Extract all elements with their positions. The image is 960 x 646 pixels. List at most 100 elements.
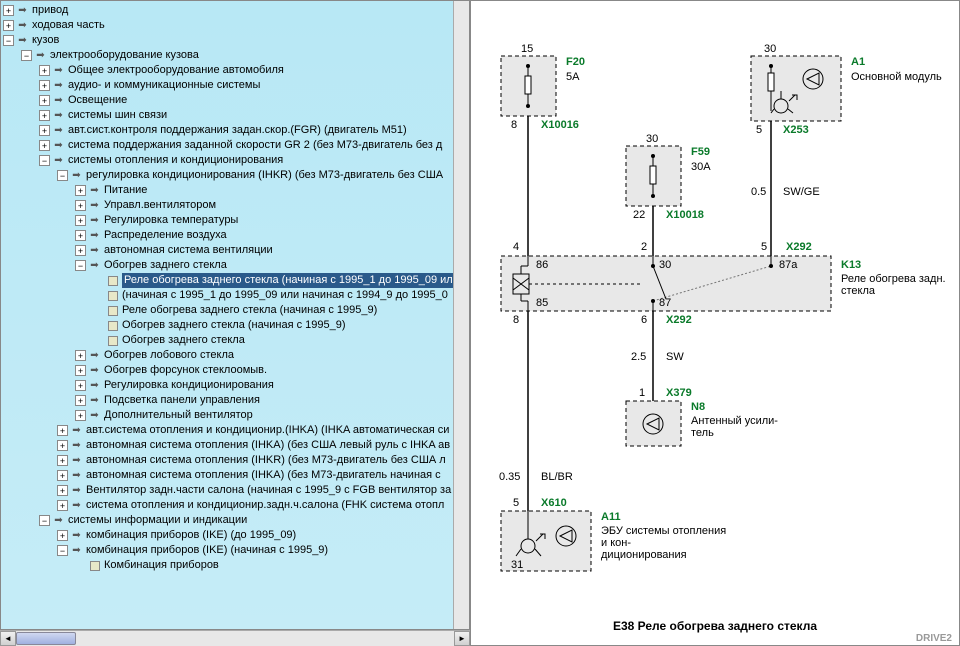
tree-item-label[interactable]: Обогрев заднего стекла (начиная с 1995_9…	[122, 318, 346, 333]
expand-icon[interactable]: +	[3, 5, 14, 16]
tree-item-label[interactable]: Распределение воздуха	[104, 228, 227, 243]
expand-icon[interactable]: +	[39, 95, 50, 106]
expand-icon[interactable]: +	[3, 20, 14, 31]
scroll-track[interactable]	[16, 631, 454, 646]
expand-icon[interactable]: +	[75, 380, 86, 391]
tree-item[interactable]: −➡Обогрев заднего стекла	[3, 258, 469, 273]
tree-scrollbar-h[interactable]: ◄ ►	[0, 630, 470, 646]
tree-item[interactable]: (начиная с 1995_1 до 1995_09 или начиная…	[3, 288, 469, 303]
scroll-right-button[interactable]: ►	[454, 631, 470, 646]
tree-item[interactable]: +➡автономная система вентиляции	[3, 243, 469, 258]
tree-item-label[interactable]: регулировка кондиционирования (IHKR) (бе…	[86, 168, 443, 183]
collapse-icon[interactable]: −	[39, 155, 50, 166]
tree-item[interactable]: +➡Питание	[3, 183, 469, 198]
tree-item[interactable]: −➡комбинация приборов (IKE) (начиная с 1…	[3, 543, 469, 558]
expand-icon[interactable]: +	[75, 230, 86, 241]
expand-icon[interactable]: +	[57, 425, 68, 436]
collapse-icon[interactable]: −	[75, 260, 86, 271]
tree-item[interactable]: −➡электрооборудование кузова	[3, 48, 469, 63]
tree-item[interactable]: +➡привод	[3, 3, 469, 18]
tree-item-label[interactable]: Реле обогрева заднего стекла (начиная с …	[122, 273, 455, 288]
tree-item[interactable]: +➡Регулировка температуры	[3, 213, 469, 228]
tree-item-label[interactable]: комбинация приборов (IKE) (начиная с 199…	[86, 543, 328, 558]
tree-item[interactable]: Реле обогрева заднего стекла (начиная с …	[3, 273, 469, 288]
expand-icon[interactable]: +	[39, 110, 50, 121]
tree-item-label[interactable]: Регулировка температуры	[104, 213, 238, 228]
tree-item-label[interactable]: Дополнительный вентилятор	[104, 408, 253, 423]
tree-item-label[interactable]: Реле обогрева заднего стекла (начиная с …	[122, 303, 377, 318]
tree-item-label[interactable]: Обогрев форсунок стеклоомыв.	[104, 363, 267, 378]
tree-item-label[interactable]: Подсветка панели управления	[104, 393, 260, 408]
tree-item[interactable]: +➡Регулировка кондиционирования	[3, 378, 469, 393]
expand-icon[interactable]: +	[75, 215, 86, 226]
tree-item-label[interactable]: Освещение	[68, 93, 127, 108]
tree-item[interactable]: +➡Управл.вентилятором	[3, 198, 469, 213]
tree-item-label[interactable]: авт.сист.контроля поддержания задан.скор…	[68, 123, 407, 138]
tree-item-label[interactable]: автономная система отопления (IHKA) (без…	[86, 438, 450, 453]
tree-item[interactable]: +➡системы шин связи	[3, 108, 469, 123]
expand-icon[interactable]: +	[75, 185, 86, 196]
tree-item-label[interactable]: автономная система отопления (IHKA) (без…	[86, 468, 441, 483]
expand-icon[interactable]: +	[39, 80, 50, 91]
tree-item-label[interactable]: Обогрев заднего стекла	[122, 333, 245, 348]
tree-item[interactable]: +➡система поддержания заданной скорости …	[3, 138, 469, 153]
tree-item[interactable]: +➡автономная система отопления (IHKA) (б…	[3, 468, 469, 483]
tree-item[interactable]: +➡система отопления и кондиционир.задн.ч…	[3, 498, 469, 513]
collapse-icon[interactable]: −	[39, 515, 50, 526]
tree-item-label[interactable]: Общее электрооборудование автомобиля	[68, 63, 284, 78]
tree-item[interactable]: +➡Освещение	[3, 93, 469, 108]
collapse-icon[interactable]: −	[21, 50, 32, 61]
tree-item[interactable]: −➡системы информации и индикации	[3, 513, 469, 528]
tree-item-label[interactable]: системы шин связи	[68, 108, 167, 123]
tree-item-label[interactable]: кузов	[32, 33, 59, 48]
tree-item-label[interactable]: авт.система отопления и кондиционир.(IHK…	[86, 423, 449, 438]
tree-item-label[interactable]: системы отопления и кондиционирования	[68, 153, 283, 168]
tree-item[interactable]: +➡Дополнительный вентилятор	[3, 408, 469, 423]
expand-icon[interactable]: +	[75, 410, 86, 421]
tree-item[interactable]: +➡автономная система отопления (IHKR) (б…	[3, 453, 469, 468]
tree-item[interactable]: Реле обогрева заднего стекла (начиная с …	[3, 303, 469, 318]
tree-item[interactable]: +➡Общее электрооборудование автомобиля	[3, 63, 469, 78]
tree-item-label[interactable]: ходовая часть	[32, 18, 105, 33]
expand-icon[interactable]: +	[75, 245, 86, 256]
tree-item-label[interactable]: система поддержания заданной скорости GR…	[68, 138, 442, 153]
tree-item[interactable]: Комбинация приборов	[3, 558, 469, 573]
tree-item[interactable]: −➡регулировка кондиционирования (IHKR) (…	[3, 168, 469, 183]
expand-icon[interactable]: +	[75, 200, 86, 211]
tree-item[interactable]: +➡Распределение воздуха	[3, 228, 469, 243]
tree-item[interactable]: +➡авт.система отопления и кондиционир.(I…	[3, 423, 469, 438]
expand-icon[interactable]: +	[57, 530, 68, 541]
expand-icon[interactable]: +	[57, 500, 68, 511]
scroll-left-button[interactable]: ◄	[0, 631, 16, 646]
tree-item[interactable]: +➡комбинация приборов (IKE) (до 1995_09)	[3, 528, 469, 543]
expand-icon[interactable]: +	[57, 485, 68, 496]
tree-item[interactable]: +➡авт.сист.контроля поддержания задан.ск…	[3, 123, 469, 138]
tree-item[interactable]: +➡ходовая часть	[3, 18, 469, 33]
tree-item-label[interactable]: Управл.вентилятором	[104, 198, 216, 213]
tree-scrollbar-v[interactable]	[453, 1, 469, 629]
tree-item[interactable]: +➡аудио- и коммуникационные системы	[3, 78, 469, 93]
tree-item-label[interactable]: комбинация приборов (IKE) (до 1995_09)	[86, 528, 296, 543]
expand-icon[interactable]: +	[57, 470, 68, 481]
tree-item-label[interactable]: Обогрев заднего стекла	[104, 258, 227, 273]
tree-item[interactable]: +➡Подсветка панели управления	[3, 393, 469, 408]
tree-item-label[interactable]: Обогрев лобового стекла	[104, 348, 234, 363]
expand-icon[interactable]: +	[39, 125, 50, 136]
expand-icon[interactable]: +	[57, 455, 68, 466]
tree-item-label[interactable]: Комбинация приборов	[104, 558, 219, 573]
tree-item-label[interactable]: система отопления и кондиционир.задн.ч.с…	[86, 498, 444, 513]
tree-item-label[interactable]: аудио- и коммуникационные системы	[68, 78, 260, 93]
tree-item-label[interactable]: Питание	[104, 183, 147, 198]
tree-item-label[interactable]: привод	[32, 3, 68, 18]
tree-item-label[interactable]: автономная система вентиляции	[104, 243, 273, 258]
tree-item[interactable]: −➡кузов	[3, 33, 469, 48]
tree-item-label[interactable]: (начиная с 1995_1 до 1995_09 или начиная…	[122, 288, 448, 303]
collapse-icon[interactable]: −	[57, 545, 68, 556]
tree-item-label[interactable]: Регулировка кондиционирования	[104, 378, 274, 393]
expand-icon[interactable]: +	[39, 140, 50, 151]
expand-icon[interactable]: +	[57, 440, 68, 451]
expand-icon[interactable]: +	[39, 65, 50, 76]
tree-item[interactable]: +➡Обогрев лобового стекла	[3, 348, 469, 363]
navigation-tree[interactable]: +➡привод+➡ходовая часть−➡кузов−➡электроо…	[0, 0, 470, 630]
expand-icon[interactable]: +	[75, 350, 86, 361]
